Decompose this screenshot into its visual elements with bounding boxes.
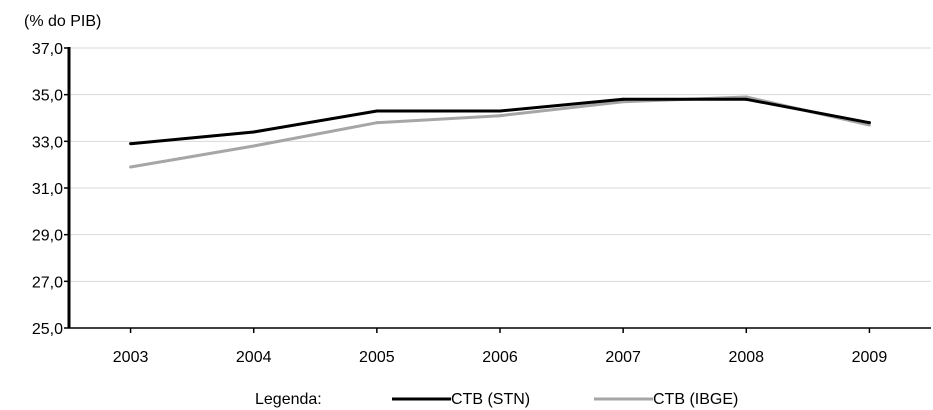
y-unit-label: (% do PIB) <box>24 13 101 30</box>
data-point-ibge <box>375 121 379 125</box>
legend-label-stn: CTB (STN) <box>451 391 530 408</box>
gridlines <box>69 47 931 282</box>
data-point-stn <box>129 142 133 146</box>
x-tick-label: 2004 <box>236 349 272 366</box>
y-tick-label: 29,0 <box>32 228 63 245</box>
series-group <box>129 95 871 169</box>
data-point-ibge <box>252 144 256 148</box>
y-tick-label: 37,0 <box>32 41 63 58</box>
legend: Legenda: CTB (STN) CTB (IBGE) <box>255 391 738 408</box>
x-tick-label: 2006 <box>482 349 518 366</box>
y-tick-labels: 25,0 27,0 29,0 31,0 33,0 35,0 37,0 <box>32 41 63 338</box>
data-point-stn <box>498 109 502 113</box>
y-tick-label: 31,0 <box>32 181 63 198</box>
data-point-stn <box>867 121 871 125</box>
series-line-stn <box>130 97 870 146</box>
y-tick-label: 33,0 <box>32 134 63 151</box>
x-tick-label: 2009 <box>852 349 888 366</box>
y-tick-label: 25,0 <box>32 321 63 338</box>
y-tick-label: 27,0 <box>32 274 63 291</box>
data-point-stn <box>621 97 625 101</box>
x-tick-label: 2007 <box>605 349 641 366</box>
data-point-stn <box>252 130 256 134</box>
data-point-ibge <box>744 95 748 99</box>
y-tick-label: 35,0 <box>32 88 63 105</box>
x-tick-label: 2008 <box>728 349 764 366</box>
legend-title: Legenda: <box>255 391 322 408</box>
data-point-ibge <box>621 100 625 104</box>
axes <box>64 47 931 333</box>
x-tick-label: 2003 <box>113 349 149 366</box>
data-point-ibge <box>498 114 502 118</box>
data-point-stn <box>375 109 379 113</box>
data-point-ibge <box>129 165 133 169</box>
legend-label-ibge: CTB (IBGE) <box>653 391 738 408</box>
data-point-ibge <box>867 123 871 127</box>
x-tick-labels: 2003 2004 2005 2006 2007 2008 2009 <box>113 349 888 366</box>
data-point-stn <box>744 97 748 101</box>
x-tick-label: 2005 <box>359 349 395 366</box>
